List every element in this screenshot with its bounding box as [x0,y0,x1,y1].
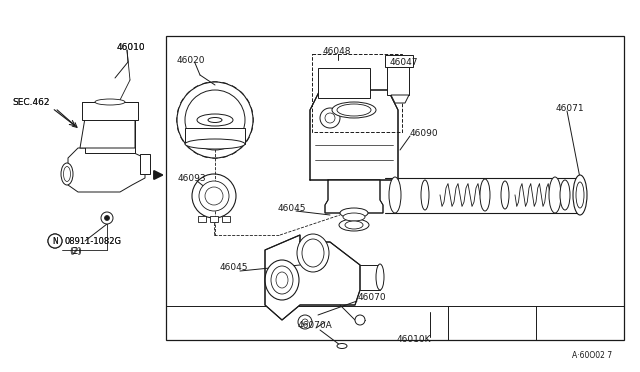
Ellipse shape [576,182,584,208]
Polygon shape [68,148,145,192]
Polygon shape [391,95,409,103]
Text: 46045: 46045 [220,263,248,273]
Circle shape [101,212,113,224]
Bar [222,216,230,222]
Ellipse shape [337,343,347,349]
Text: 46070A: 46070A [298,321,333,330]
Text: 08911-1082G: 08911-1082G [64,237,121,246]
Ellipse shape [421,180,429,210]
Bar [318,68,370,98]
Bar [312,54,402,132]
Ellipse shape [302,239,328,271]
Circle shape [192,174,236,218]
Text: 46048: 46048 [323,46,351,55]
Ellipse shape [560,180,570,210]
Polygon shape [80,118,135,148]
Ellipse shape [95,99,125,105]
Ellipse shape [573,175,587,215]
Ellipse shape [265,260,299,300]
Ellipse shape [549,177,561,213]
Ellipse shape [61,163,73,185]
Ellipse shape [332,102,376,118]
Ellipse shape [501,181,509,209]
Text: 46010: 46010 [117,42,146,51]
Ellipse shape [307,244,323,266]
Ellipse shape [343,213,365,221]
Text: SEC.462: SEC.462 [12,97,49,106]
Circle shape [298,315,312,329]
Bar [198,216,206,222]
Circle shape [177,82,253,158]
Bar [385,55,413,67]
Ellipse shape [480,179,490,211]
Circle shape [320,108,340,128]
Ellipse shape [302,239,324,267]
Circle shape [104,215,109,221]
Text: 46010: 46010 [117,42,146,51]
Circle shape [205,187,223,205]
Text: 08911-1082G: 08911-1082G [64,237,121,246]
Circle shape [185,90,245,150]
Ellipse shape [297,234,329,272]
Bar [210,216,218,222]
Bar [82,102,138,120]
Text: 46093: 46093 [178,173,207,183]
Circle shape [355,315,365,325]
Text: 46070: 46070 [358,294,387,302]
Polygon shape [325,180,383,213]
Text: 46010K: 46010K [397,336,431,344]
Ellipse shape [337,104,371,116]
Ellipse shape [276,272,288,288]
Bar [140,154,150,174]
Circle shape [302,319,308,325]
Text: 46020: 46020 [177,55,205,64]
Text: N: N [52,237,58,246]
Ellipse shape [376,264,384,290]
Bar [166,36,624,340]
Ellipse shape [340,208,368,218]
Polygon shape [265,235,360,320]
Bar [85,118,135,153]
Ellipse shape [197,114,233,126]
Text: SEC.462: SEC.462 [12,97,49,106]
Ellipse shape [389,177,401,213]
Bar [387,67,409,95]
Text: A·60Ο02 7: A·60Ο02 7 [572,352,612,360]
Ellipse shape [63,167,70,182]
Ellipse shape [208,118,222,122]
Bar [185,128,245,144]
Circle shape [325,113,335,123]
Circle shape [48,234,62,248]
Text: 46071: 46071 [556,103,584,112]
Text: 46045: 46045 [278,203,307,212]
Ellipse shape [185,139,245,149]
Text: (2): (2) [70,247,82,256]
Ellipse shape [339,219,369,231]
Polygon shape [310,90,398,180]
Text: N: N [52,237,58,246]
Ellipse shape [271,266,293,294]
Circle shape [199,181,229,211]
Text: 46090: 46090 [410,128,438,138]
Ellipse shape [345,221,363,229]
Text: 46047: 46047 [390,58,419,67]
Circle shape [48,234,62,248]
Ellipse shape [311,249,319,261]
Text: (2): (2) [69,247,81,256]
